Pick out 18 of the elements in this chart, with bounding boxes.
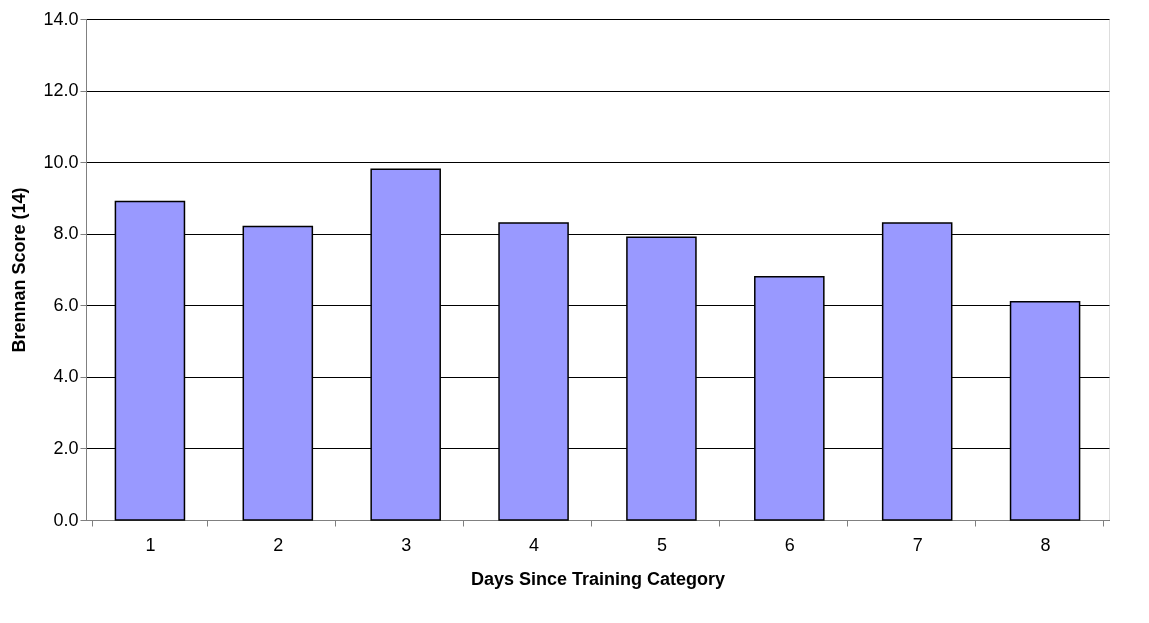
- y-tick-label: 4.0: [53, 366, 79, 387]
- y-axis-title: Brennan Score (14): [9, 187, 30, 353]
- x-tick-label: 3: [401, 534, 412, 555]
- y-tick-label: 8.0: [53, 223, 79, 244]
- x-tick-label: 4: [529, 534, 540, 555]
- y-tick-label: 2.0: [53, 437, 79, 458]
- y-tick-label: 12.0: [43, 80, 79, 101]
- y-tick-label: 0.0: [53, 509, 79, 530]
- x-tick-label: 2: [273, 534, 284, 555]
- x-tick-label: 1: [145, 534, 156, 555]
- x-tick-label: 8: [1040, 534, 1051, 555]
- y-tick-label: 6.0: [53, 294, 79, 315]
- x-tick-label: 5: [656, 534, 667, 555]
- x-tick-label: 7: [912, 534, 923, 555]
- y-tick-label: 10.0: [43, 151, 79, 172]
- y-tick-label: 14.0: [43, 8, 79, 29]
- x-tick-label: 6: [784, 534, 795, 555]
- x-axis-title: Days Since Training Category: [470, 568, 726, 589]
